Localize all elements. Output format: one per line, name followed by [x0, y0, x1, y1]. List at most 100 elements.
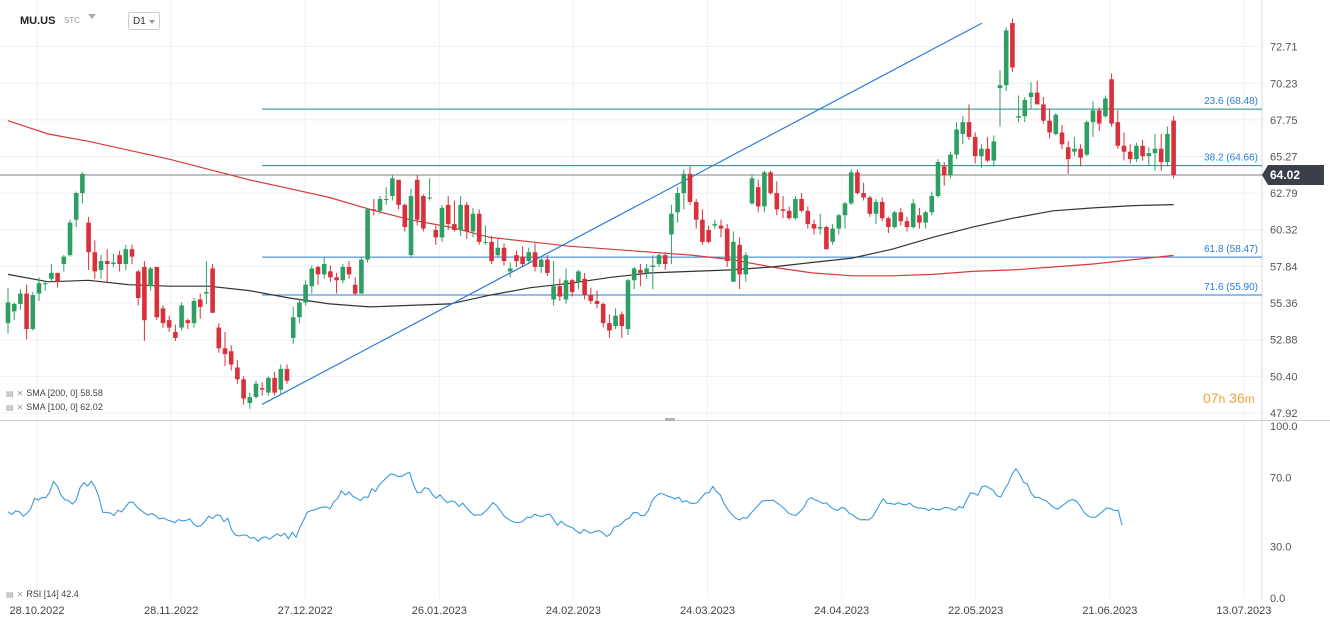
candle-body [607, 323, 612, 331]
candle [241, 376, 246, 405]
candle-body [805, 210, 811, 225]
trend-line-segment[interactable] [261, 22, 983, 405]
candle-body [954, 129, 959, 155]
rsi-tick-label: 30.0 [1270, 541, 1291, 553]
candle [638, 264, 643, 287]
close-icon[interactable]: ✕ [16, 388, 24, 398]
candle [842, 201, 848, 229]
candle-body [42, 283, 48, 285]
date-tick-label: 26.01.2023 [412, 605, 467, 617]
date-axis[interactable]: 28.10.2022 28.11.2022 27.12.2022 26.01.2023… [9, 605, 1271, 617]
candle [315, 265, 321, 285]
candle [631, 266, 637, 290]
legend-sma100[interactable]: ▤ ✕ SMA [100, 0] 62.02 [6, 402, 103, 412]
candle-body [656, 255, 662, 265]
candle-body [1127, 151, 1133, 160]
candle [278, 364, 284, 395]
candle [228, 345, 234, 371]
chevron-down-icon[interactable] [88, 14, 96, 19]
symbol-label[interactable]: MU.US [20, 15, 56, 27]
candle [340, 264, 346, 284]
candle [197, 293, 203, 319]
legend-rsi[interactable]: ▤ ✕ RSI [14] 42.4 [6, 589, 79, 599]
candle [1028, 82, 1034, 109]
legend-sma200[interactable]: ▤ ✕ SMA [200, 0] 58.58 [6, 388, 103, 398]
trend-line[interactable] [261, 22, 983, 405]
candle [1072, 136, 1077, 157]
candle-body [507, 268, 513, 272]
rsi-tick-label: 70.0 [1270, 473, 1291, 485]
candle [532, 243, 538, 272]
price-axis[interactable]: 47.92 50.40 52.88 55.36 57.84 60.32 62.79 65.27… [1270, 42, 1298, 420]
candle [67, 219, 73, 257]
candle [855, 169, 860, 195]
candle-body [204, 292, 209, 294]
price-tick-label: 57.84 [1270, 261, 1298, 273]
candle-body [960, 122, 966, 134]
candle [359, 256, 364, 294]
candle-body [1090, 110, 1096, 123]
date-tick-label: 24.04.2023 [814, 605, 869, 617]
candle [1059, 125, 1065, 149]
candle-body [55, 272, 60, 282]
candle-body [991, 141, 997, 161]
candle [464, 201, 470, 239]
candle-body [904, 221, 910, 228]
date-tick-label: 21.06.2023 [1082, 605, 1137, 617]
candle [86, 216, 91, 270]
candle [1121, 132, 1127, 161]
candle [662, 252, 668, 270]
candle-body [1121, 145, 1127, 152]
candle [5, 287, 11, 334]
candle [111, 253, 116, 267]
candle [1127, 144, 1133, 164]
candle [98, 255, 104, 279]
candle [36, 277, 42, 301]
candle-body [5, 302, 11, 324]
candle-body [191, 300, 197, 324]
candle [824, 225, 829, 250]
candle [1140, 139, 1145, 161]
candle [129, 244, 135, 265]
candle-body [681, 173, 687, 194]
candle-body [1078, 148, 1083, 158]
candle-body [129, 249, 135, 257]
close-icon[interactable]: ✕ [16, 589, 24, 599]
candle [352, 277, 358, 296]
candle [700, 209, 705, 245]
candle [266, 376, 271, 396]
fib-label: 23.6 (68.48) [1204, 96, 1258, 107]
candle [1016, 95, 1021, 123]
chart-icon: ▤ [6, 589, 14, 599]
candle [607, 314, 612, 338]
fib-label: 71.6 (55.90) [1204, 282, 1258, 293]
candles [5, 18, 1176, 409]
candle [1034, 80, 1040, 105]
candle [681, 169, 687, 210]
candle-body [1165, 133, 1170, 163]
candle [303, 280, 308, 306]
candle-body [346, 266, 352, 275]
candle [408, 188, 414, 257]
candle [985, 136, 990, 163]
candle [42, 280, 48, 291]
candle [489, 235, 494, 265]
candle [433, 225, 439, 245]
candle-body [290, 317, 296, 338]
candle [780, 196, 786, 219]
candle-body [941, 166, 947, 176]
candle-body [284, 368, 290, 381]
candle-body [278, 368, 284, 390]
candle-body [811, 224, 817, 229]
close-icon[interactable]: ✕ [16, 402, 24, 412]
timeframe-select[interactable]: D1 [128, 12, 160, 30]
candle-body [210, 268, 215, 313]
candle [892, 210, 897, 229]
candle-body [520, 256, 525, 265]
candle [1152, 133, 1158, 171]
candle [179, 302, 184, 331]
drag-handle[interactable] [665, 418, 675, 421]
candle [501, 243, 507, 266]
candle [793, 196, 798, 220]
